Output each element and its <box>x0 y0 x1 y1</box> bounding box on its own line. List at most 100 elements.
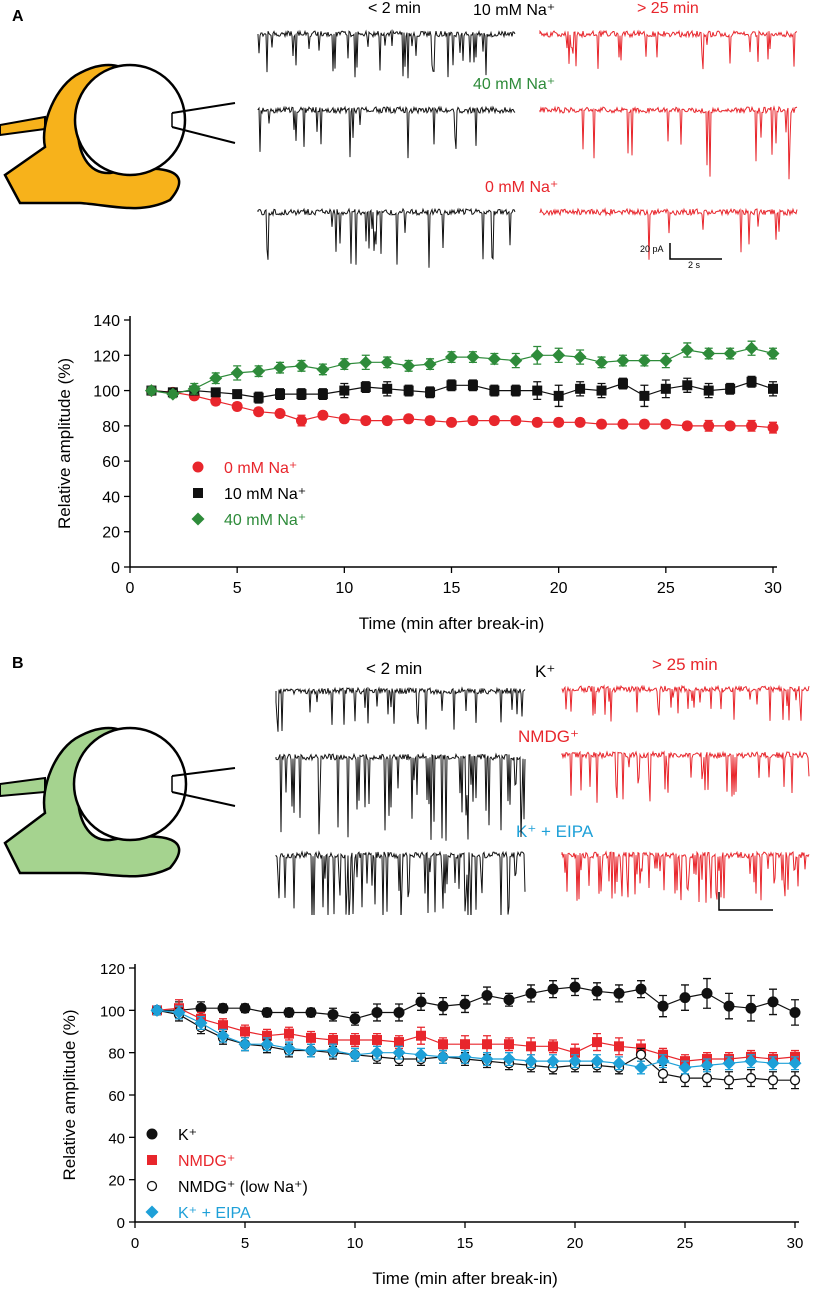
legend-marker <box>193 488 203 498</box>
y-tick-label: 0 <box>117 1215 125 1232</box>
data-point <box>481 990 493 1002</box>
data-point <box>702 347 716 361</box>
scale-bar-b <box>718 892 773 911</box>
x-tick-label: 30 <box>787 1235 804 1252</box>
series-0 <box>151 977 801 1026</box>
cell-schematic-a <box>0 63 236 210</box>
data-point <box>613 987 625 999</box>
series-line <box>156 1009 795 1069</box>
data-point <box>438 1039 448 1050</box>
x-tick-label: 25 <box>677 1235 694 1252</box>
x-tick-label: 25 <box>657 580 675 597</box>
data-point <box>317 409 329 421</box>
legend-marker <box>146 1128 158 1140</box>
data-point <box>724 420 736 432</box>
series-line <box>157 986 796 1020</box>
data-point <box>745 1002 757 1014</box>
data-point <box>424 415 436 427</box>
data-point <box>316 362 330 376</box>
data-point <box>504 1039 514 1050</box>
legend-label: NMDG⁺ (low Na⁺) <box>178 1179 308 1196</box>
data-point <box>239 1002 251 1014</box>
data-point <box>425 387 436 398</box>
data-point <box>612 1056 626 1070</box>
x-tick-label: 10 <box>347 1235 364 1252</box>
traces-b <box>275 684 810 915</box>
x-tick-label: 20 <box>550 580 568 597</box>
data-point <box>172 1005 186 1019</box>
data-point <box>372 1034 382 1045</box>
axon-b <box>0 776 46 798</box>
data-point <box>337 357 351 371</box>
series-line <box>151 347 774 395</box>
data-point <box>144 384 158 398</box>
legend-label: 0 mM Na⁺ <box>224 460 297 477</box>
data-point <box>328 1034 338 1045</box>
data-point <box>531 416 543 428</box>
data-point <box>570 1047 580 1058</box>
data-point <box>445 350 458 364</box>
data-point <box>283 1006 295 1018</box>
legend-marker <box>147 1155 157 1165</box>
y-tick-label: 40 <box>108 1130 125 1147</box>
trace-b-row2-early <box>275 752 526 841</box>
series-line <box>151 390 774 429</box>
pipette-b <box>171 767 236 807</box>
y-tick-label: 100 <box>93 384 120 401</box>
scale-bar-a <box>669 243 722 260</box>
data-point <box>262 1030 272 1041</box>
data-point <box>701 987 713 999</box>
x-tick-label: 15 <box>457 1235 474 1252</box>
data-point <box>745 1072 757 1084</box>
data-point <box>284 1028 294 1039</box>
data-point <box>722 1056 736 1070</box>
data-point <box>723 347 737 361</box>
data-point <box>634 1060 648 1074</box>
data-point <box>458 1050 472 1064</box>
y-tick-label: 80 <box>108 1046 125 1063</box>
data-point <box>680 343 694 357</box>
data-point <box>238 1037 252 1051</box>
data-point <box>217 1002 229 1014</box>
y-tick-label: 100 <box>100 1003 125 1020</box>
data-point <box>532 385 543 396</box>
trace-b-row1-early <box>275 686 526 732</box>
trace-a-row3-early <box>257 207 516 268</box>
data-point <box>166 387 180 401</box>
x-tick-label: 5 <box>241 1235 249 1252</box>
data-point <box>575 383 586 394</box>
data-point <box>660 383 671 394</box>
series-2 <box>151 1005 801 1090</box>
trace-row1-label-b: K⁺ <box>535 662 556 681</box>
data-point <box>423 357 437 371</box>
trace-label-early-a: < 2 min <box>368 0 421 17</box>
data-point <box>394 1037 404 1048</box>
trace-row2-label-b: NMDG⁺ <box>518 727 579 746</box>
data-point <box>553 390 564 401</box>
trace-b-row2-late <box>561 750 810 803</box>
data-point <box>393 1006 405 1018</box>
data-point <box>459 998 471 1010</box>
data-point <box>509 354 523 368</box>
trace-row3-label-b: K⁺ + EIPA <box>516 822 594 841</box>
data-point <box>295 415 307 427</box>
data-point <box>209 371 223 385</box>
data-point <box>638 418 650 430</box>
data-point <box>210 395 222 407</box>
series-line <box>151 381 774 399</box>
data-point <box>467 380 478 391</box>
y-tick-label: 120 <box>100 961 125 978</box>
data-point <box>489 385 500 396</box>
data-point <box>766 1056 780 1070</box>
trace-a-row2-late <box>539 105 798 180</box>
data-point <box>592 1037 602 1048</box>
scale-bar-time-label: 2 s <box>688 260 701 270</box>
data-point <box>305 1006 317 1018</box>
data-point <box>530 348 544 362</box>
data-point <box>402 359 416 373</box>
data-point <box>766 347 780 361</box>
data-point <box>723 1000 735 1012</box>
data-point <box>746 376 757 387</box>
data-point <box>327 1009 339 1021</box>
data-point <box>703 420 715 432</box>
